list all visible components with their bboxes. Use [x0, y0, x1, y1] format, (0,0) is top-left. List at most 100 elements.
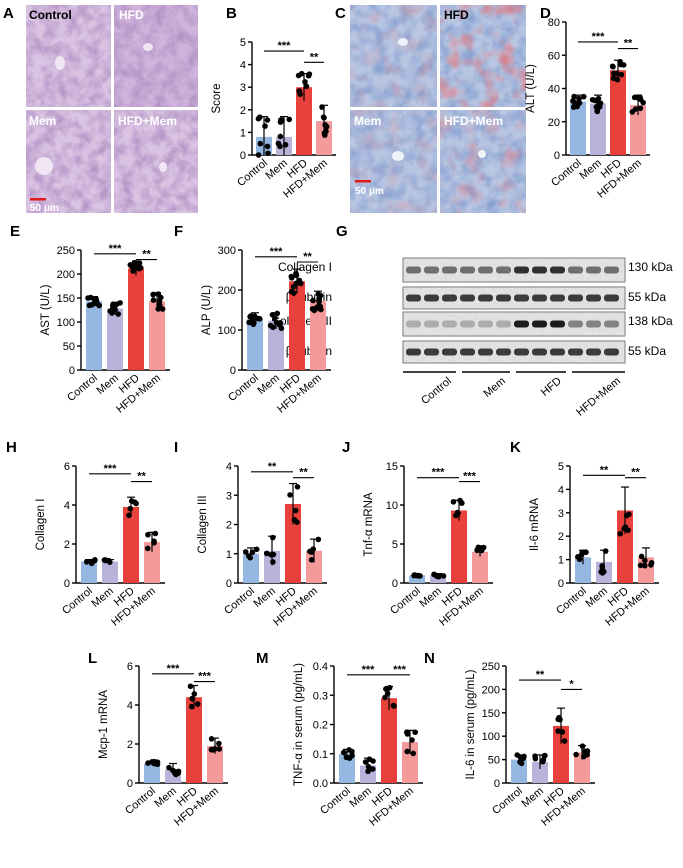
y-axis-label-d: ALT (U/L) [525, 64, 537, 113]
y-tick-label-j-0: 0 [392, 578, 398, 590]
data-point-f-hfd-mem-8 [309, 306, 316, 312]
blot-band-4-2 [424, 348, 439, 356]
sig-label-d-1: ** [624, 38, 633, 50]
he-tile-label-mem: Mem [29, 114, 56, 128]
data-point-e-control-7 [96, 302, 103, 309]
y-tick-label-h-3: 6 [64, 461, 70, 473]
panel-label-j: J [342, 439, 350, 456]
sig-label-m-0: *** [362, 664, 376, 676]
y-axis-label-f: ALP (U/L) [201, 285, 213, 335]
y-axis-label-b: Score [211, 83, 223, 113]
data-point-e-hfd-8 [136, 265, 142, 272]
data-point-d-control-9 [580, 93, 587, 100]
bar-k-control [575, 557, 591, 583]
data-point-e-control-8 [91, 297, 98, 304]
sig-label-h-1: ** [137, 471, 146, 483]
data-point-e-hfd-mem-3 [150, 297, 157, 304]
data-point-m-control-2 [349, 748, 355, 755]
blot-band-3-3 [442, 320, 457, 328]
y-axis-label-n: IL-6 in serum (pg/mL) [465, 669, 477, 779]
data-point-i-control-0 [253, 546, 260, 553]
data-point-e-control-4 [85, 295, 91, 301]
data-point-d-hfd-8 [618, 71, 625, 78]
bar-h-control [81, 561, 97, 583]
blot-band-1-6 [496, 266, 511, 274]
data-point-m-hfd-mem-2 [409, 737, 415, 743]
data-point-f-hfd-7 [290, 284, 297, 290]
y-tick-label-m-2: 0.2 [313, 720, 328, 732]
data-point-l-control-5 [149, 758, 155, 765]
y-tick-label-m-4: 0.4 [313, 661, 328, 673]
panel-label-m: M [256, 650, 269, 667]
blot-band-2-8 [532, 294, 547, 302]
data-point-e-mem-8 [113, 301, 120, 308]
blot-band-4-10 [568, 348, 583, 356]
he-scale-bar-label: 50 μm [30, 203, 59, 214]
data-point-m-control-5 [340, 749, 347, 756]
sig-label-f-1: ** [303, 251, 312, 263]
blot-band-3-4 [460, 320, 475, 328]
y-tick-label-d-3: 60 [548, 50, 560, 62]
bar-m-hfd [381, 698, 397, 783]
y-tick-label-m-3: 0.3 [313, 690, 328, 702]
data-point-i-control-3 [247, 554, 254, 561]
data-point-i-hfd-mem-2 [315, 536, 322, 543]
data-point-b-mem-1 [277, 143, 283, 150]
data-point-n-mem-5 [532, 755, 539, 762]
bar-n-hfd-mem [574, 752, 590, 783]
data-point-e-hfd-9 [130, 268, 136, 274]
bar-i-mem [264, 550, 280, 583]
data-point-f-hfd-9 [288, 288, 295, 295]
data-point-f-hfd-mem-6 [316, 295, 322, 302]
bar-e-hfd [128, 268, 144, 370]
panel-label-b: B [226, 5, 237, 22]
y-tick-label-j-3: 15 [386, 461, 398, 473]
y-tick-label-n-3: 150 [482, 708, 500, 720]
data-point-d-control-5 [576, 95, 582, 102]
blot-band-1-11 [586, 266, 601, 274]
data-point-f-hfd-mem-9 [317, 303, 324, 310]
panel-label-k: K [510, 439, 521, 456]
sig-label-b-1: ** [310, 51, 319, 63]
data-point-d-hfd-5 [620, 62, 627, 68]
y-axis-label-m: TNF-α in serum (pg/mL) [293, 663, 305, 786]
data-point-e-mem-9 [112, 306, 119, 313]
blot-band-3-6 [496, 320, 511, 328]
sig-label-h-0: *** [104, 463, 118, 475]
data-point-i-control-4 [249, 549, 256, 556]
data-point-m-hfd-mem-1 [404, 729, 410, 736]
data-point-m-mem-1 [369, 766, 376, 772]
y-tick-label-e-5: 250 [57, 245, 75, 257]
he-tile-hfd: HFD [114, 5, 198, 107]
blot-band-4-3 [442, 348, 457, 356]
bar-l-hfd [186, 697, 202, 783]
y-tick-label-j-2: 10 [386, 500, 398, 512]
data-point-i-hfd-3 [287, 492, 293, 498]
blot-row-1 [402, 257, 626, 283]
blot-band-1-12 [604, 266, 619, 274]
data-point-b-hfd-mem-5 [323, 128, 329, 135]
data-point-f-hfd-5 [293, 270, 299, 277]
blot-group-label-control: Control [419, 375, 454, 407]
data-point-n-hfd-5 [555, 716, 561, 723]
data-point-i-hfd-mem-4 [310, 546, 317, 552]
y-axis-label-j: Tnf-α mRNA [363, 492, 375, 556]
category-label-k-mem: Mem [583, 585, 609, 610]
bar-charts: 012345ScoreControlMemHFDHFD+Mem*****0204… [35, 17, 659, 829]
panel-a-histology: A Control HFD Mem 50 μm HFD+Mem [3, 5, 198, 214]
y-tick-label-l-1: 2 [127, 739, 133, 751]
data-point-l-hfd-4 [194, 701, 201, 707]
y-tick-label-k-0: 0 [558, 578, 564, 590]
blot-band-3-8 [532, 320, 547, 328]
he-tile-mem: Mem 50 μm [26, 110, 111, 214]
data-point-b-control-5 [257, 140, 264, 147]
bar-j-control [409, 575, 425, 583]
blot-band-3-11 [586, 320, 601, 328]
data-point-j-hfd-mem-5 [475, 544, 482, 551]
category-label-f-mem: Mem [255, 372, 281, 397]
